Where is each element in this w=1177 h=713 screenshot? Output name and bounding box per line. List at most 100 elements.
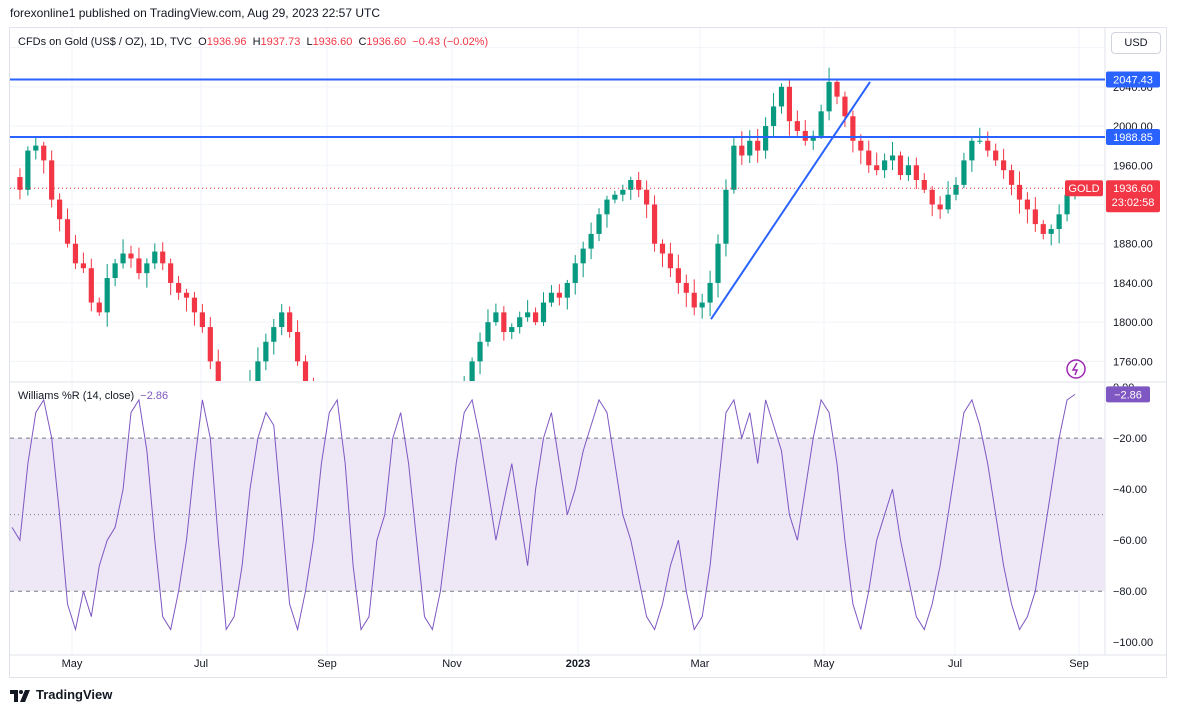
candle-body [279,312,285,328]
symbol-tag-label: GOLD [1068,183,1099,195]
time-tick-label: Sep [317,658,337,670]
level-price-label: 2047.43 [1113,75,1153,87]
candle-body [446,420,451,440]
candle-body [778,86,785,107]
close-value: 1936.60 [366,36,407,48]
candle-body [25,150,31,190]
replay-icon-bolt [1071,362,1079,376]
close-label: C [358,36,367,48]
candle-body [572,263,578,283]
candle-body [1001,160,1007,171]
chart-frame [9,27,1167,678]
candle-body [271,327,277,342]
candle-body [889,155,896,161]
candle-body [739,145,745,156]
candle-body [667,253,674,269]
candle-body [659,243,666,254]
publish-info: forexonline1 published on TradingView.co… [10,6,381,20]
candle-body [454,401,459,421]
candle-body [49,160,55,200]
candle-body [41,145,47,161]
time-tick-label: May [814,658,835,670]
tradingview-logo[interactable]: TradingView [10,687,112,702]
candle-body [1024,199,1031,210]
candle-body [168,263,174,283]
candle-body [485,322,491,342]
candle-body [985,140,991,151]
last-price-tag [1106,180,1160,213]
candle-body [525,312,531,318]
last-price-label: 1936.60 [1113,183,1153,195]
indicator-legend[interactable]: Williams %R (14, close) −2.86 [18,390,168,402]
candle-body [755,140,761,151]
candle-body [33,145,39,151]
candle-body [104,278,110,313]
wr-tick-label: −20.00 [1113,433,1147,445]
price-tick-label: 1800.00 [1113,317,1153,329]
wr-series-line [11,393,1076,632]
candle-body [747,140,753,156]
level-price-tag [1106,71,1160,88]
candle-body [17,177,23,190]
candle-body [311,391,316,401]
candle-body [596,214,602,234]
candle-body [945,194,951,210]
candle-body [921,179,927,190]
candle-body [794,121,800,131]
time-tick-label: Sep [1069,658,1089,670]
candle-body [620,189,626,195]
candle-body [72,243,79,264]
candle-body [1008,170,1015,185]
candle-body [160,251,166,264]
time-tick-label: Jul [948,658,962,670]
candle-body [548,292,555,303]
candle-body [88,268,94,303]
candle-body [477,341,483,362]
time-tick-label: May [62,658,83,670]
candle-body [636,179,642,190]
candle-body [699,302,705,308]
high-label: H [252,36,261,48]
open-label: O [198,36,207,48]
candle-body [961,160,967,185]
indicator-value: −2.86 [140,390,169,402]
symbol-legend[interactable]: CFDs on Gold (US$ / OZ), 1D, TVC O1936.9… [18,36,488,48]
candle-body [556,292,562,298]
candle-body [842,96,848,117]
candle-body [564,282,570,298]
candle-body [850,116,856,141]
wr-tick-label: −80.00 [1113,586,1147,598]
candle-body [897,155,904,176]
candles-group [17,67,1078,440]
candle-body [215,361,221,381]
candle-body [874,165,880,171]
candle-body [319,401,324,421]
candle-body [826,81,832,112]
candle-body [715,243,721,283]
price-tick-label: 1840.00 [1113,278,1153,290]
level-price-label: 1988.85 [1113,132,1153,144]
candle-body [80,263,86,269]
tradingview-logo-icon [10,689,30,702]
candle-body [580,248,586,264]
wr-tick-label: −40.00 [1113,484,1147,496]
candle-body [509,327,515,332]
candle-body [1048,229,1054,234]
candle-body [858,140,864,151]
candle-body [302,361,309,381]
candle-body [1064,194,1070,215]
currency-button[interactable]: USD [1111,32,1161,54]
time-tick-label: Nov [442,658,462,670]
wr-tick-label: −60.00 [1113,535,1147,547]
candle-body [818,111,824,136]
tradingview-brand: TradingView [36,687,113,702]
candle-body [1032,209,1038,225]
candle-body [294,331,301,362]
candle-body [723,189,729,244]
candle-body [112,263,118,279]
candle-body [175,282,182,293]
wr-last-tag [1106,386,1150,403]
indicator-name: Williams %R (14, close) [18,390,135,402]
candle-body [866,150,872,166]
